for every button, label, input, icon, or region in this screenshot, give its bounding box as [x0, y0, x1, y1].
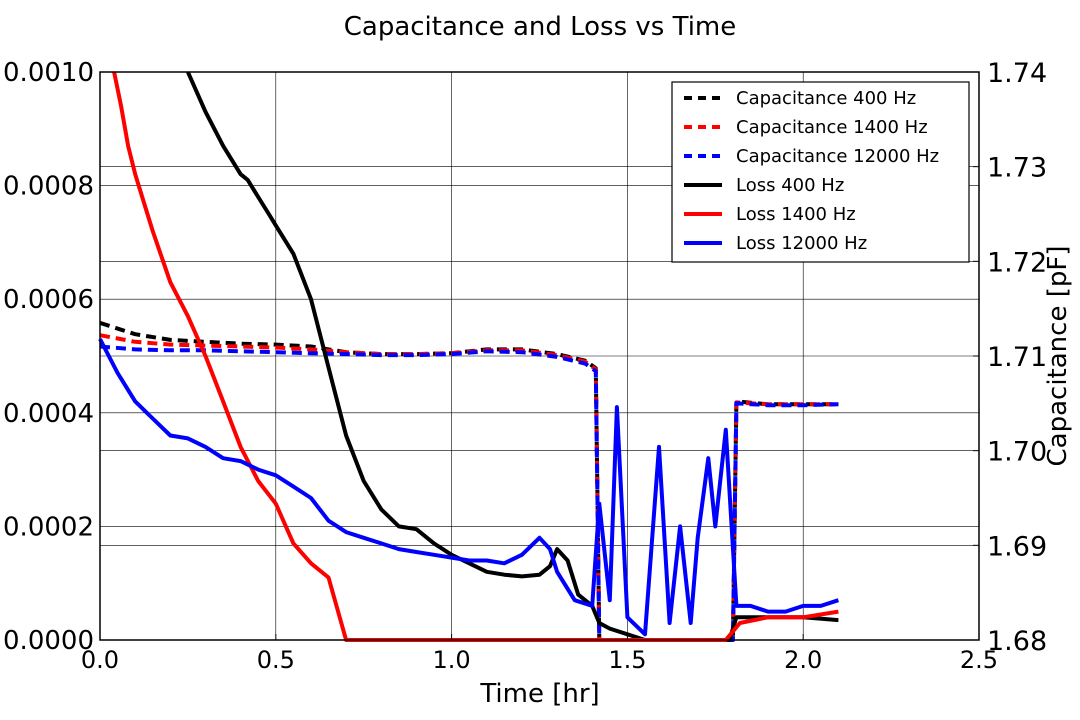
y-right-axis-ticks: 1.68 1.69 1.70 1.71 1.72 1.73 1.74 [973, 58, 1047, 657]
chart-title: Capacitance and Loss vs Time [344, 12, 737, 42]
y-right-axis-label: Capacitance [pF] [1043, 246, 1073, 467]
legend-label: Loss 1400 Hz [736, 204, 856, 225]
y-left-tick-label: 0.0010 [3, 58, 94, 88]
y-right-tick-label: 1.69 [987, 531, 1047, 562]
y-left-axis-ticks: 0.0000 0.0002 0.0004 0.0006 0.0008 0.0010 [3, 58, 94, 656]
legend-box [671, 81, 970, 263]
legend-label: Capacitance 1400 Hz [736, 117, 928, 138]
y-right-tick-label: 1.74 [987, 58, 1047, 89]
y-left-tick-label: 0.0004 [3, 399, 94, 429]
series-line-loss-12000-hz [98, 338, 840, 637]
legend-label: Capacitance 12000 Hz [736, 146, 939, 167]
x-tick-label: 1.5 [608, 646, 646, 674]
y-right-tick-label: 1.70 [987, 437, 1047, 468]
x-tick-label: 0.5 [257, 646, 295, 674]
y-right-tick-label: 1.71 [987, 342, 1047, 373]
x-tick-label: 2.0 [784, 646, 822, 674]
legend-label: Loss 12000 Hz [736, 233, 867, 254]
x-axis-label: Time [hr] [479, 679, 599, 709]
legend: Capacitance 400 Hz Capacitance 1400 Hz Cap… [671, 81, 970, 263]
x-tick-label: 1.0 [433, 646, 471, 674]
legend-label: Loss 400 Hz [736, 175, 844, 196]
y-right-tick-label: 1.72 [987, 247, 1047, 278]
y-left-tick-label: 0.0006 [3, 285, 94, 315]
legend-items: Capacitance 400 Hz Capacitance 1400 Hz Cap… [684, 88, 939, 254]
y-left-tick-label: 0.0008 [3, 172, 94, 202]
y-right-tick-label: 1.68 [987, 626, 1047, 657]
x-tick-label: 0.0 [81, 646, 119, 674]
y-left-tick-label: 0.0000 [3, 626, 94, 656]
series-line-capacitance-12000-hz [99, 344, 839, 642]
legend-label: Capacitance 400 Hz [736, 88, 916, 109]
x-tick-label: 2.5 [960, 646, 998, 674]
y-left-tick-label: 0.0002 [3, 512, 94, 542]
x-axis-ticks: 0.0 0.5 1.0 1.5 2.0 2.5 [81, 634, 998, 674]
y-right-tick-label: 1.73 [987, 153, 1047, 184]
